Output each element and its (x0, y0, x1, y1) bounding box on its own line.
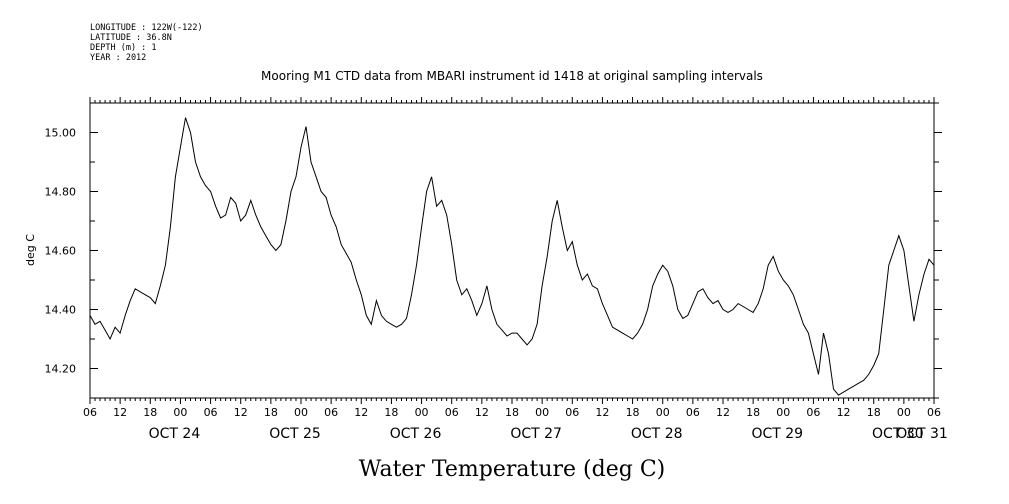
x-tick-label: 12 (837, 406, 851, 419)
y-tick-label: 14.40 (45, 304, 77, 317)
x-tick-label: 06 (565, 406, 579, 419)
y-tick-label: 14.80 (45, 186, 77, 199)
x-tick-label: 12 (595, 406, 609, 419)
x-day-label: OCT 28 (631, 426, 683, 442)
x-tick-label: 12 (354, 406, 368, 419)
x-day-label: OCT 31 (896, 426, 948, 442)
metadata-block: LONGITUDE : 122W(-122) LATITUDE : 36.8N … (90, 23, 203, 63)
latitude-text: LATITUDE : 36.8N (90, 33, 172, 43)
x-tick-label: 00 (415, 406, 429, 419)
x-tick-label: 12 (475, 406, 489, 419)
y-tick-label: 15.00 (45, 127, 77, 140)
x-day-label: OCT 27 (510, 426, 562, 442)
x-tick-label: 18 (746, 406, 760, 419)
y-tick-label: 14.60 (45, 245, 77, 258)
x-day-label: OCT 25 (269, 426, 321, 442)
x-tick-label: 00 (897, 406, 911, 419)
y-tick-label: 14.20 (45, 363, 77, 376)
x-tick-label: 12 (234, 406, 248, 419)
series-line (89, 117, 935, 396)
series-group (89, 117, 935, 396)
plot-frame (89, 102, 935, 399)
x-tick-label: 12 (716, 406, 730, 419)
x-tick-label: 06 (324, 406, 338, 419)
x-tick-label: 06 (204, 406, 218, 419)
x-tick-label: 18 (264, 406, 278, 419)
x-ticks: 06 12 18 00 06 12 18 00 06 12 18 00 06 12 18 00 06 12 18 00… (83, 406, 948, 442)
x-day-label: OCT 26 (390, 426, 442, 442)
x-tick-label: 00 (294, 406, 308, 419)
x-minor-ticks (89, 97, 935, 404)
longitude-text: LONGITUDE : 122W(-122) (90, 23, 203, 33)
x-tick-label: 18 (626, 406, 640, 419)
x-tick-label: 00 (535, 406, 549, 419)
year-text: YEAR : 2012 (90, 53, 146, 63)
x-tick-label: 00 (776, 406, 790, 419)
x-tick-label: 12 (113, 406, 127, 419)
x-tick-label: 18 (384, 406, 398, 419)
x-tick-label: 06 (445, 406, 459, 419)
x-tick-label: 06 (927, 406, 941, 419)
x-day-label: OCT 30 (872, 426, 924, 442)
x-tick-label: 18 (867, 406, 881, 419)
x-tick-label: 18 (143, 406, 157, 419)
x-tick-label: 06 (806, 406, 820, 419)
depth-text: DEPTH (m) : 1 (90, 43, 157, 53)
x-tick-label: 06 (83, 406, 97, 419)
x-tick-label: 18 (505, 406, 519, 419)
y-ticks: 14.20 14.40 14.60 14.80 15.00 (45, 102, 942, 399)
x-tick-label: 00 (656, 406, 670, 419)
x-tick-label: 06 (686, 406, 700, 419)
x-day-label: OCT 24 (149, 426, 201, 442)
chart-title: Mooring M1 CTD data from MBARI instrumen… (261, 69, 763, 83)
x-day-label: OCT 29 (751, 426, 803, 442)
y-axis-label: deg C (24, 234, 37, 266)
x-axis-label: Water Temperature (deg C) (359, 457, 666, 482)
x-tick-label: 00 (173, 406, 187, 419)
